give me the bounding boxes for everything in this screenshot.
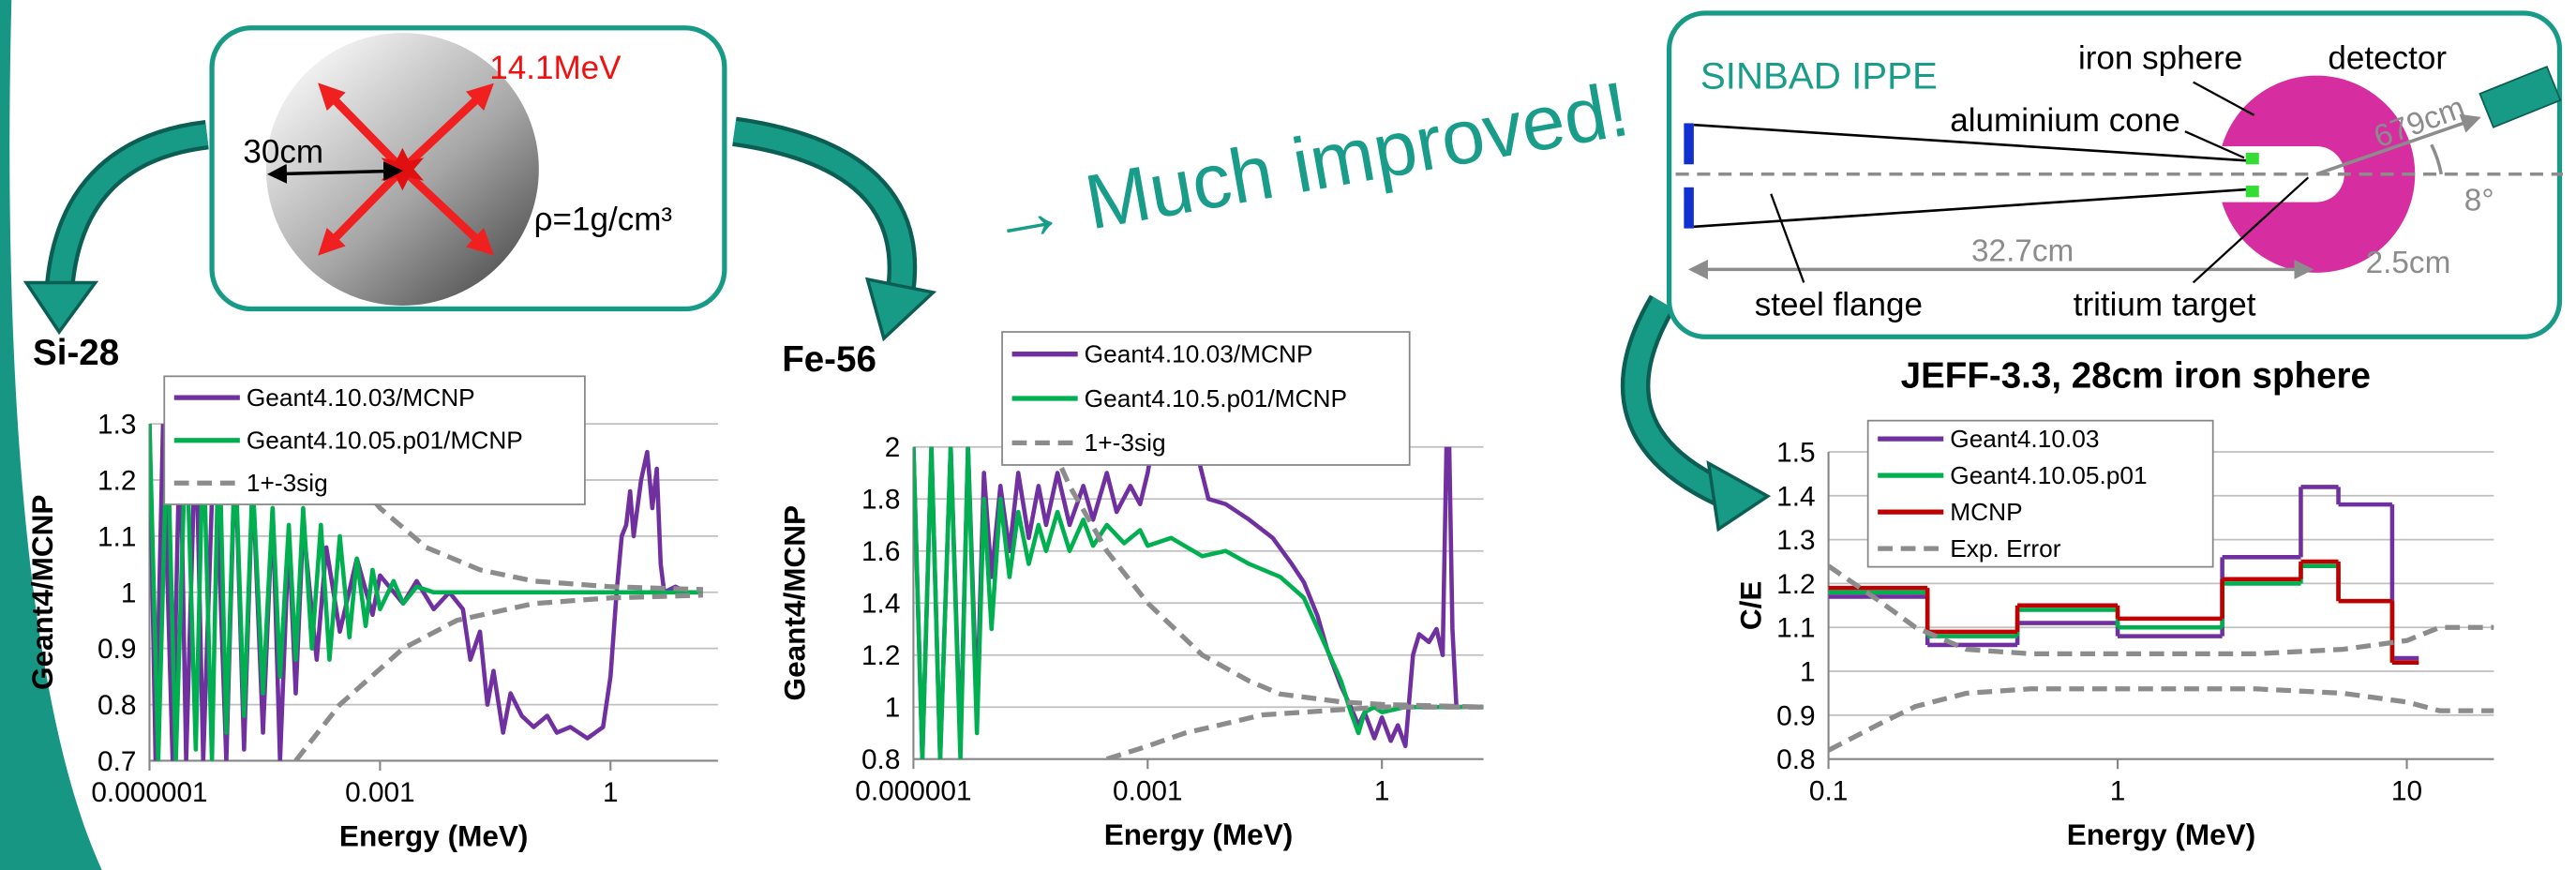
y-tick-label: 1.2 [861, 640, 900, 671]
radius-arrow [266, 161, 404, 184]
x-tick-label: 1 [1374, 776, 1390, 807]
y-tick-label: 1.6 [861, 536, 900, 567]
y-tick-label: 2 [885, 432, 901, 463]
legend-label: Geant4.10.05.p01 [1950, 461, 2147, 489]
iron-sphere-label: iron sphere [2078, 40, 2242, 77]
legend-label: MCNP [1950, 498, 2022, 526]
target-label: tritium target [2074, 287, 2256, 323]
y-tick-label: 1.3 [1776, 525, 1815, 556]
cone-edge [1693, 188, 2254, 229]
y-tick-label: 0.9 [97, 634, 136, 665]
y-tick-label: 1.1 [97, 521, 136, 552]
target-size-label: 2.5cm [2366, 246, 2451, 280]
y-tick-label: 1 [885, 693, 901, 724]
y-tick-label: 1.2 [1776, 569, 1815, 600]
chart-title: JEFF-3.3, 28cm iron sphere [1901, 356, 2371, 397]
y-axis-label: C/E [1734, 581, 1768, 631]
y-tick-label: 1.2 [97, 466, 136, 497]
y-tick-label: 1 [121, 578, 137, 608]
legend-label: Geant4.10.03 [1950, 425, 2099, 453]
y-tick-label: 1.4 [1776, 481, 1815, 512]
x-tick-label: 0.1 [1809, 776, 1848, 807]
x-tick-label: 0.001 [345, 777, 415, 808]
series-line-lower [1828, 686, 2494, 753]
chart-title: Si-28 [33, 333, 119, 373]
x-axis-label: Energy (MeV) [2067, 818, 2256, 851]
cone-edge [1693, 123, 2254, 163]
legend-box [1866, 419, 2214, 568]
y-tick-label: 1 [1800, 657, 1816, 688]
x-axis-label: Energy (MeV) [339, 819, 528, 853]
legend-label: 1+-3sig [247, 469, 328, 497]
cone-label: aluminium cone [1950, 102, 2179, 139]
y-axis-label: Geant4/MCNP [25, 495, 59, 691]
y-tick-label: 0.9 [1776, 700, 1815, 731]
flange-label: steel flange [1755, 287, 1923, 323]
y-tick-label: 1.3 [97, 410, 136, 441]
cone-tip [2245, 186, 2259, 198]
y-tick-label: 0.8 [861, 744, 900, 775]
plot-area [913, 446, 1484, 759]
legend-label: Exp. Error [1950, 534, 2060, 562]
x-tick-label: 0.001 [1113, 776, 1183, 807]
energy-label: 14.1MeV [489, 50, 622, 86]
flange-top [1684, 123, 1694, 165]
y-tick-label: 1.4 [861, 589, 900, 620]
series-line [149, 424, 703, 761]
legend-label: Geant4.10.5.p01/MCNP [1085, 384, 1347, 412]
y-tick-label: 0.8 [1776, 744, 1815, 775]
angle-label: 8° [2464, 183, 2494, 218]
y-tick-label: 1.5 [1776, 437, 1815, 468]
corner-decoration [0, 0, 102, 870]
plot-area [1828, 485, 2494, 753]
length-label: 32.7cm [1971, 234, 2074, 269]
y-tick-label: 0.8 [97, 690, 136, 721]
series-line-lower [293, 592, 704, 761]
series-line-lower [1105, 704, 1484, 759]
x-tick-label: 10 [2391, 776, 2422, 807]
cone-tip [2245, 152, 2259, 165]
legend-label: Geant4.10.05.p01/MCNP [247, 426, 523, 454]
leader-lines [1770, 81, 2310, 284]
series-line [1828, 563, 2494, 656]
x-tick-label: 1 [603, 777, 619, 808]
detector-line [2315, 113, 2481, 176]
detector [2479, 65, 2562, 128]
series-line [1050, 446, 1484, 710]
legend-label: Geant4.10.03/MCNP [1085, 339, 1313, 368]
y-tick-label: 1.8 [861, 485, 900, 516]
legend-label: Geant4.10.03/MCNP [247, 383, 475, 412]
series-line [913, 446, 1484, 759]
x-axis-label: Energy (MeV) [1104, 818, 1294, 851]
angle-arc [2430, 143, 2444, 175]
y-tick-label: 0.7 [97, 746, 136, 777]
setup-name: SINBAD IPPE [1700, 55, 1938, 98]
x-tick-label: 0.000001 [855, 776, 971, 807]
chart-title: Fe-56 [782, 339, 876, 380]
x-tick-label: 1 [2110, 776, 2126, 807]
flange-bottom [1684, 187, 1694, 229]
x-tick-label: 0.000001 [91, 777, 207, 808]
legend-label: 1+-3sig [1085, 428, 1166, 457]
y-tick-label: 1.1 [1776, 613, 1815, 644]
density-label: ρ=1g/cm³ [534, 201, 673, 237]
y-axis-label: Geant4/MCNP [778, 505, 812, 700]
detector-label: detector [2328, 40, 2447, 77]
radius-label: 30cm [243, 134, 323, 171]
flow-arrows [22, 116, 1772, 532]
